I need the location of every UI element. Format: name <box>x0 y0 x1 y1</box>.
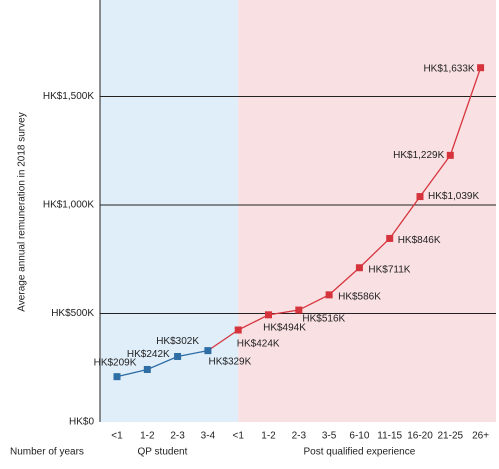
y-tick-label: HK$1,000K <box>43 200 94 211</box>
point <box>295 306 303 314</box>
data-label: HK$586K <box>338 291 381 302</box>
x-axis-title: Number of years <box>10 447 84 458</box>
point <box>143 365 151 373</box>
x-tick-label: 1-2 <box>261 431 276 442</box>
data-label: HK$494K <box>263 322 306 333</box>
region-shade <box>100 0 239 422</box>
x-tick-label: 2-3 <box>170 431 185 442</box>
data-label: HK$516K <box>302 314 345 325</box>
point <box>204 347 212 355</box>
data-label: HK$1,229K <box>393 150 444 161</box>
data-label: HK$424K <box>237 339 280 350</box>
data-label: HK$209K <box>94 357 137 368</box>
x-tick-label: 1-2 <box>140 431 155 442</box>
x-tick-label: 16-20 <box>407 431 433 442</box>
x-tick-label: 3-5 <box>322 431 337 442</box>
region-shade <box>238 0 496 422</box>
point <box>446 151 454 159</box>
y-tick-label: HK$1,500K <box>43 91 94 102</box>
data-label: HK$302K <box>156 336 199 347</box>
group-label: QP student <box>138 447 188 458</box>
x-tick-label: 26+ <box>472 431 489 442</box>
point <box>477 64 485 72</box>
point <box>113 373 121 381</box>
x-tick-label: 21-25 <box>438 431 464 442</box>
data-label: HK$1,039K <box>428 191 479 202</box>
group-label: Post qualified experience <box>304 447 416 458</box>
x-tick-label: 2-3 <box>292 431 307 442</box>
x-tick-label: 11-15 <box>377 431 402 442</box>
connector <box>207 329 239 352</box>
point <box>265 311 272 319</box>
data-label: HK$329K <box>208 356 251 367</box>
point <box>174 352 182 360</box>
series-line <box>116 349 209 378</box>
x-tick-label: <1 <box>232 431 244 442</box>
y-tick-label: HK$500K <box>51 308 94 319</box>
point <box>386 234 394 242</box>
data-label: HK$1,633K <box>423 63 474 74</box>
y-tick-label: HK$0 <box>69 417 94 428</box>
point <box>325 291 333 299</box>
point <box>234 326 242 334</box>
data-label: HK$846K <box>398 235 441 246</box>
data-label: HK$242K <box>127 349 170 360</box>
x-tick-label: 6-10 <box>349 431 369 442</box>
data-label: HK$711K <box>368 264 410 275</box>
point <box>416 193 424 201</box>
x-tick-label: 3-4 <box>201 431 216 442</box>
point <box>355 264 363 272</box>
y-axis-title: Average annual remuneration in 2018 surv… <box>17 112 28 311</box>
x-tick-label: <1 <box>111 431 123 442</box>
